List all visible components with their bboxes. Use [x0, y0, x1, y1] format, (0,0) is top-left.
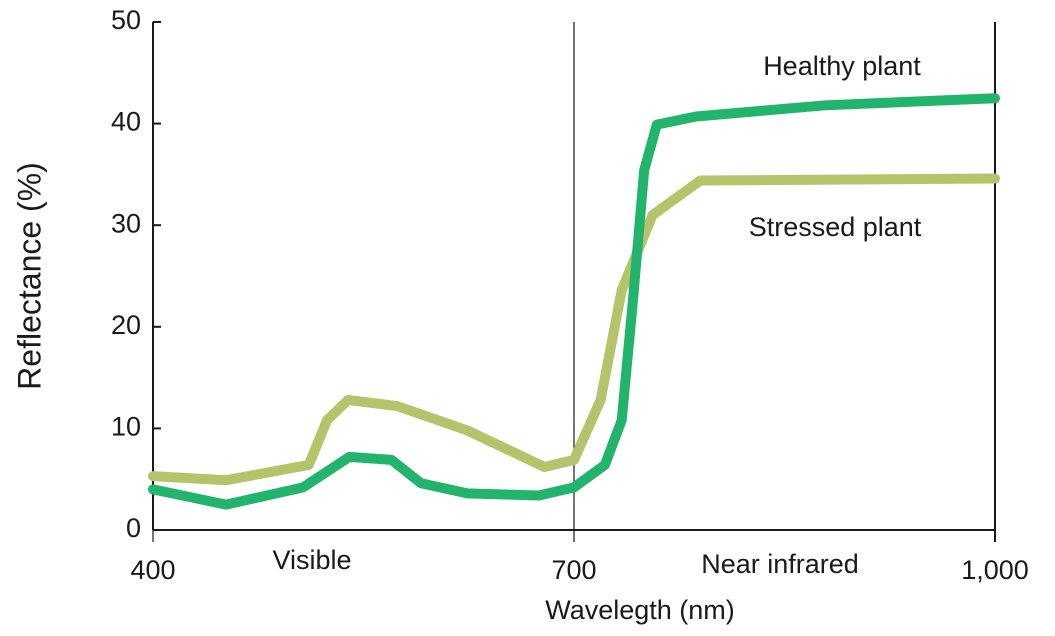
annotation: Stressed plant — [749, 212, 922, 242]
series-line — [148, 93, 1000, 510]
annotation: Near infrared — [701, 549, 859, 579]
y-axis-label: Reflectance (%) — [11, 162, 47, 390]
x-tick-label: 400 — [130, 555, 175, 585]
y-tick-label: 50 — [111, 5, 141, 35]
y-tick-label: 0 — [126, 513, 141, 543]
annotation: Visible — [272, 545, 351, 575]
series-line — [148, 173, 1000, 486]
y-tick-label: 20 — [111, 310, 141, 340]
x-tick-label: 1,000 — [961, 555, 1029, 585]
y-tick-label: 30 — [111, 208, 141, 238]
annotation: Healthy plant — [763, 51, 921, 81]
y-tick-label: 10 — [111, 412, 141, 442]
y-tick-label: 40 — [111, 107, 141, 137]
x-axis-label: Wavelegth (nm) — [545, 595, 735, 625]
x-tick-label: 700 — [551, 555, 596, 585]
